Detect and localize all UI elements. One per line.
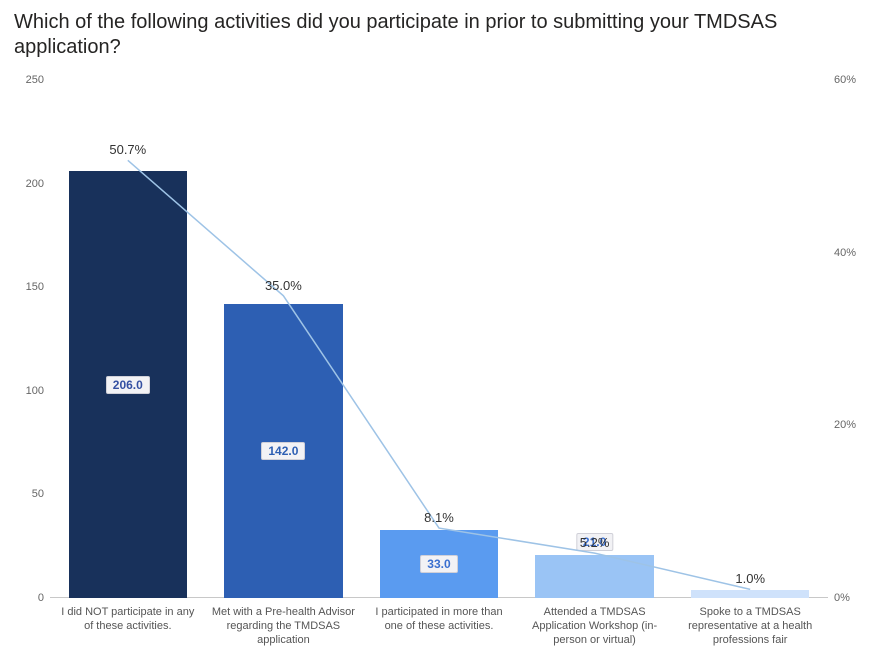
bar-slot: 142.0 xyxy=(206,80,362,598)
bar-wrap: 142.0 xyxy=(224,80,342,598)
y-left-tick: 0 xyxy=(10,592,44,604)
y-left-tick: 250 xyxy=(10,74,44,86)
chart-area: 206.0 142.0 33.0 21.0 50.7% 35.0% 8.1% 5.2% 1.0… xyxy=(10,66,868,666)
y-right-tick: 0% xyxy=(834,592,868,604)
bar-wrap xyxy=(691,80,809,598)
bar xyxy=(691,590,809,598)
chart-title: Which of the following activities did yo… xyxy=(14,10,856,60)
bar-slot xyxy=(672,80,828,598)
y-right-tick: 60% xyxy=(834,74,868,86)
plot-region: 206.0 142.0 33.0 21.0 50.7% 35.0% 8.1% 5.2% 1.0… xyxy=(50,80,828,598)
bar: 142.0 xyxy=(224,304,342,598)
bar: 206.0 xyxy=(69,171,187,598)
y-right-tick: 40% xyxy=(834,247,868,259)
x-axis-label: Met with a Pre-health Advisor regarding … xyxy=(206,602,362,666)
x-axis-label: I participated in more than one of these… xyxy=(361,602,517,666)
bar-wrap: 21.0 xyxy=(535,80,653,598)
y-left-tick: 200 xyxy=(10,178,44,190)
bar-value-label: 142.0 xyxy=(261,442,305,460)
x-axis-label: Attended a TMDSAS Application Workshop (… xyxy=(517,602,673,666)
bar-value-label: 33.0 xyxy=(420,555,457,573)
y-left-tick: 150 xyxy=(10,281,44,293)
bar-slot: 21.0 xyxy=(517,80,673,598)
bar: 33.0 xyxy=(380,530,498,598)
pct-label: 5.2% xyxy=(580,535,610,550)
y-left-tick: 100 xyxy=(10,385,44,397)
y-left-tick: 50 xyxy=(10,488,44,500)
y-right-tick: 20% xyxy=(834,419,868,431)
bar-slot: 206.0 xyxy=(50,80,206,598)
bar-value-label: 206.0 xyxy=(106,376,150,394)
x-axis-labels: I did NOT participate in any of these ac… xyxy=(50,602,828,666)
pct-label: 50.7% xyxy=(109,142,146,157)
pct-label: 8.1% xyxy=(424,510,454,525)
bar-wrap: 206.0 xyxy=(69,80,187,598)
x-axis-label: Spoke to a TMDSAS representative at a he… xyxy=(672,602,828,666)
x-axis-label: I did NOT participate in any of these ac… xyxy=(50,602,206,666)
pct-label: 35.0% xyxy=(265,278,302,293)
bar xyxy=(535,555,653,599)
pct-label: 1.0% xyxy=(735,571,765,586)
chart-container: Which of the following activities did yo… xyxy=(0,0,878,666)
